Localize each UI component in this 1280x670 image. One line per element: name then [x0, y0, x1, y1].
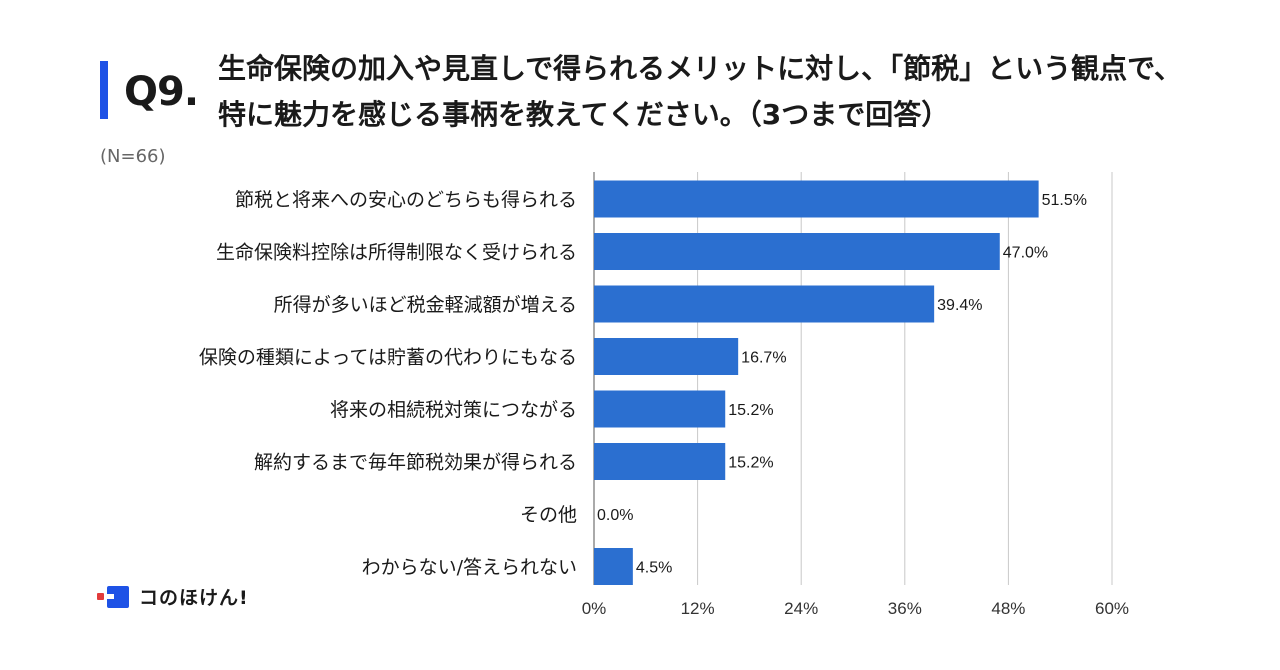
question-accent-bar	[100, 61, 108, 119]
question-title: 生命保険の加入や見直しで得られるメリットに対し、「節税」という観点で、 特に魅力…	[218, 52, 1183, 131]
data-label: 15.2%	[728, 402, 773, 419]
brand-logo-icon	[97, 584, 133, 610]
bar	[594, 285, 935, 323]
bar	[594, 338, 739, 375]
x-tick-label: 0%	[582, 599, 607, 618]
x-tick-label: 12%	[681, 599, 715, 618]
brand-logo: コのほけん!	[97, 583, 249, 610]
x-tick-label: 48%	[991, 599, 1025, 618]
data-label: 4.5%	[636, 560, 672, 577]
data-label: 39.4%	[937, 297, 982, 314]
x-tick-label: 24%	[784, 599, 818, 618]
data-label: 0.0%	[597, 507, 633, 524]
bar	[594, 233, 1000, 270]
x-tick-label: 60%	[1095, 599, 1129, 618]
sample-size: (N=66)	[100, 146, 166, 167]
category-label: 所得が多いほど税金軽減額が増える	[274, 294, 577, 316]
data-label: 16.7%	[741, 350, 786, 367]
data-label: 47.0%	[1003, 245, 1048, 262]
question-number: Q9.	[124, 69, 199, 115]
category-label: 将来の相続税対策につながる	[330, 399, 577, 421]
category-label: その他	[520, 504, 577, 526]
category-label: わからない/答えられない	[362, 557, 577, 579]
bar	[594, 443, 726, 480]
category-label: 保険の種類によっては貯蓄の代わりにもなる	[199, 347, 577, 369]
brand-name: コのほけん!	[139, 587, 249, 609]
data-label: 15.2%	[728, 455, 773, 472]
bar	[594, 548, 633, 585]
category-label: 生命保険料控除は所得制限なく受けられる	[216, 242, 577, 264]
category-label: 解約するまで毎年節税効果が得られる	[254, 452, 577, 474]
bar	[594, 390, 726, 428]
category-label: 節税と将来への安心のどちらも得られる	[235, 189, 577, 211]
data-label: 51.5%	[1042, 192, 1087, 209]
x-tick-label: 36%	[888, 599, 922, 618]
bar	[594, 180, 1039, 218]
